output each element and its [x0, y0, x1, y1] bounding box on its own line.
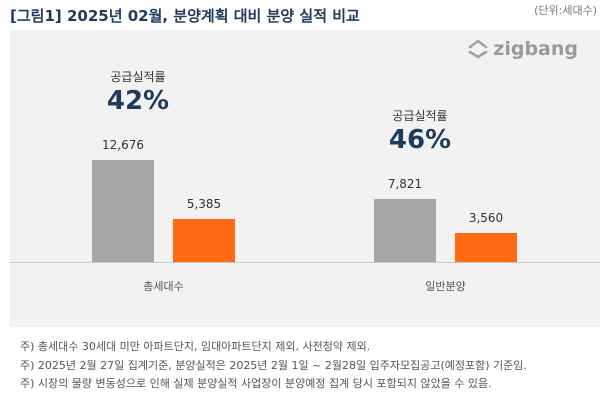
rate-label-1: 공급실적률: [110, 69, 166, 84]
bar-value-label-2-1: 7,821: [387, 176, 423, 191]
x-axis-line: [10, 262, 600, 263]
bar-value-label-2-2: 3,560: [468, 211, 504, 226]
zigbang-logo-icon: [468, 39, 488, 59]
zigbang-logo-text: zigbang: [493, 38, 578, 60]
bar-1-1: [92, 159, 154, 262]
zigbang-logo: zigbang: [467, 38, 578, 60]
bar-2-1: [374, 198, 436, 262]
rate-value-1: 42%: [106, 85, 170, 116]
rate-label-2: 공급실적률: [392, 108, 448, 123]
bar-1-2: [173, 218, 235, 262]
unit-label: (단위:세대수): [534, 4, 597, 17]
chart-panel: zigbang 12,676 5,385 총세대수 공급실적률 42% 7,821 3,56…: [10, 30, 600, 327]
x-tick-label-2: 일반분양: [425, 280, 466, 293]
chart-title: [그림1] 2025년 02월, 분양계획 대비 분양 실적 비교: [10, 7, 360, 25]
bar-value-label-1-1: 12,676: [102, 137, 144, 152]
bar-2-2: [455, 233, 517, 262]
footnotes: 주) 총세대수 30세대 미만 아파트단지, 임대아파트단지 제외, 사전청약 …: [20, 338, 527, 394]
footnote-2: 주) 2025년 2월 27일 집계기준, 분양실적은 2025년 2월 1일 …: [20, 358, 527, 372]
bar-value-label-1-2: 5,385: [186, 196, 222, 211]
rate-value-2: 46%: [388, 124, 452, 155]
x-tick-label-1: 총세대수: [143, 280, 184, 293]
footnote-3: 주) 시장의 물량 변동성으로 인해 실제 분양실적 사업장이 분양예정 집계 …: [20, 377, 492, 390]
footnote-1: 주) 총세대수 30세대 미만 아파트단지, 임대아파트단지 제외, 사전청약 …: [20, 340, 371, 353]
